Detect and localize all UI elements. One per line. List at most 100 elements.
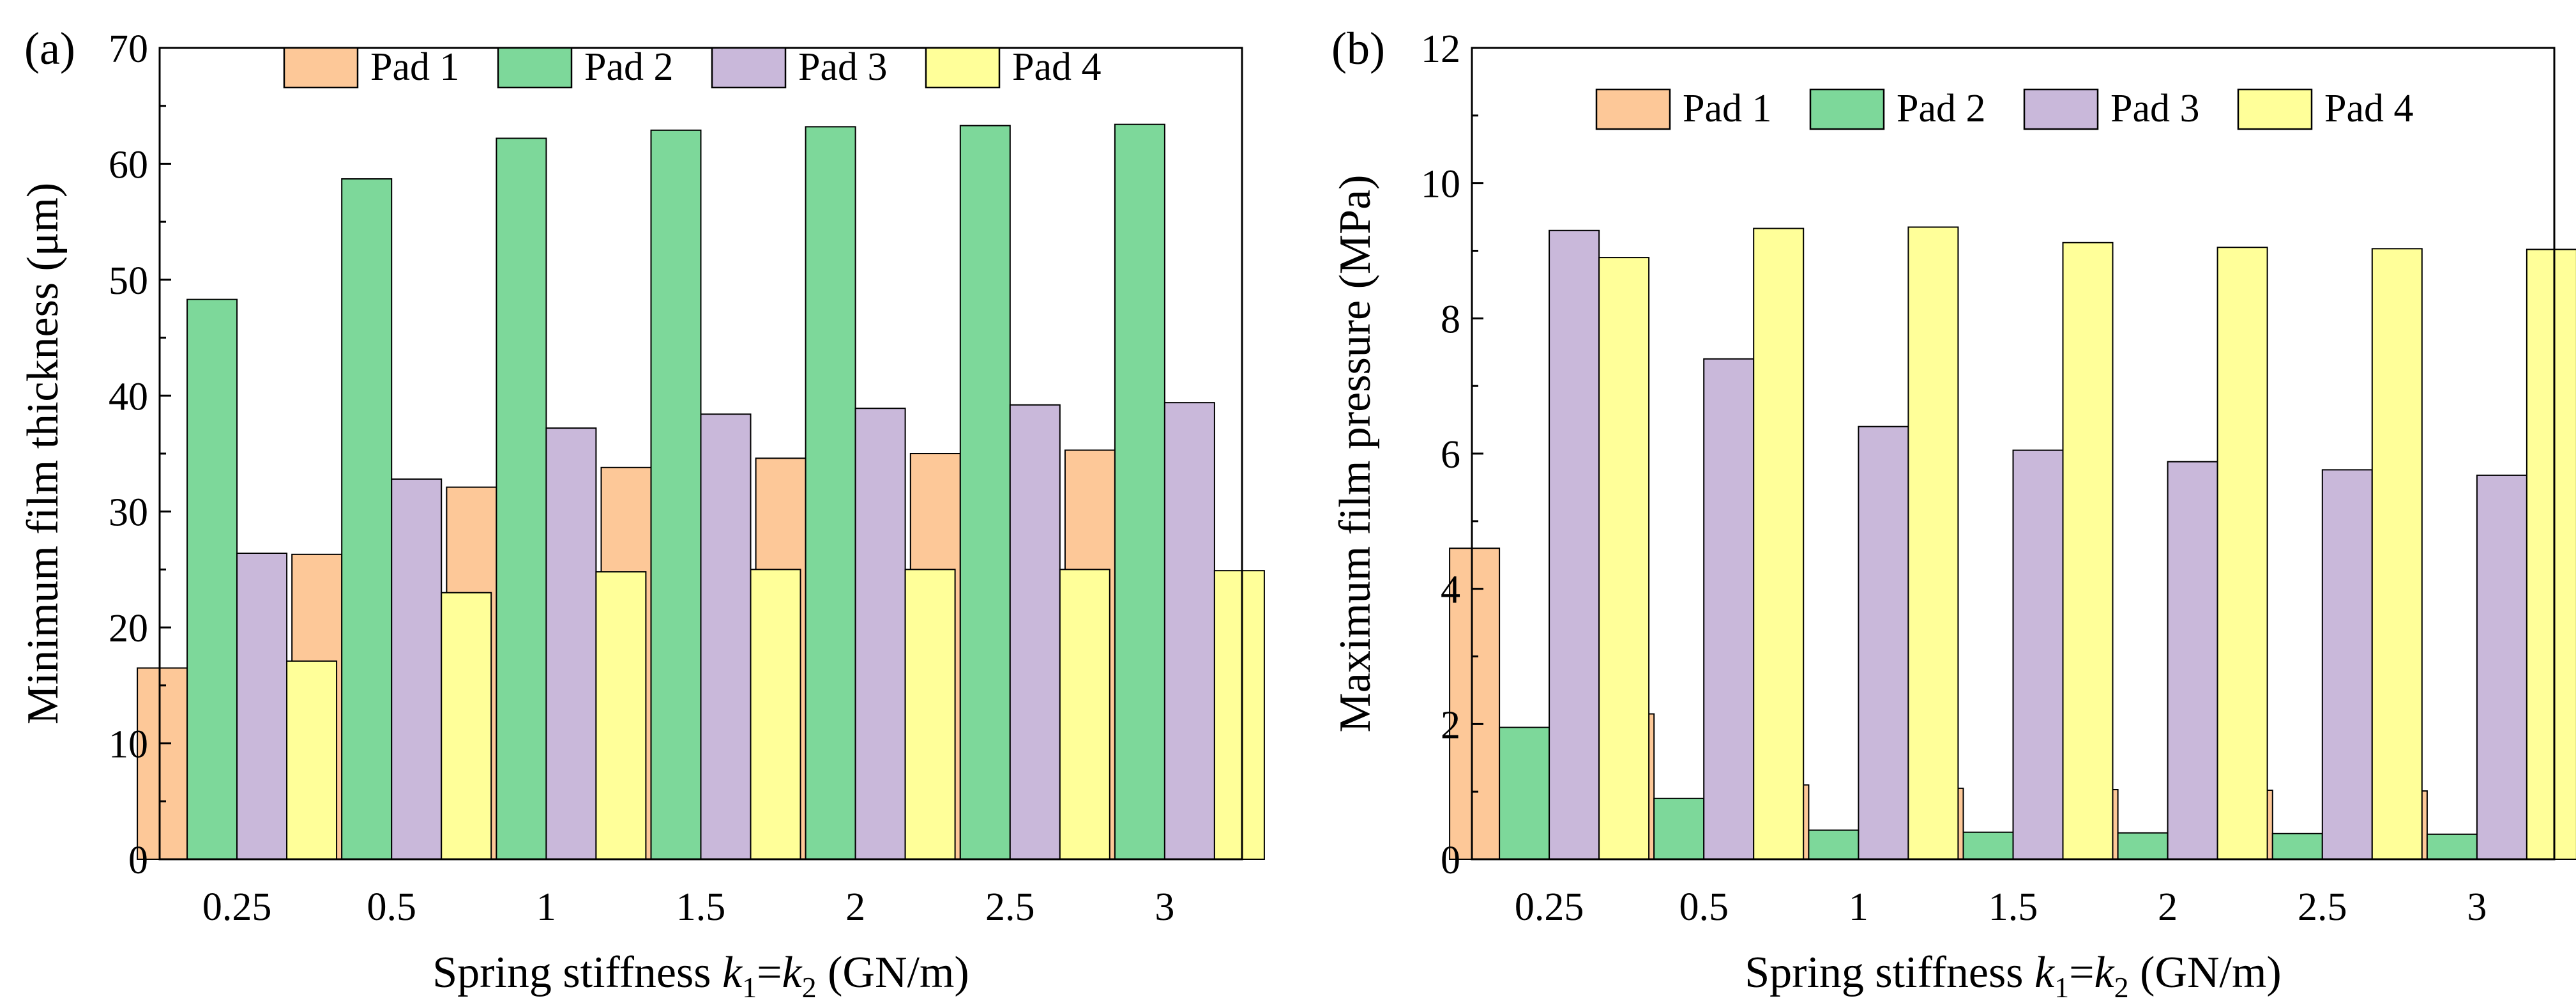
- legend-swatch: [1595, 88, 1671, 130]
- legend-label: Pad 1: [1683, 87, 1772, 130]
- y-tick-label: 0: [1441, 839, 1460, 882]
- legend-swatch: [2023, 88, 2099, 130]
- bar-pad2-1: [496, 137, 547, 860]
- legend-label: Pad 1: [370, 45, 460, 89]
- bars: [1449, 226, 2576, 861]
- x-axis-label: Spring stiffness k1=k2 (GN/m): [1745, 948, 2282, 1003]
- bar-pad3-2.5: [1009, 404, 1061, 860]
- y-tick-label: 4: [1441, 569, 1460, 612]
- bar-pad4-1: [595, 571, 647, 860]
- bar-pad4-2: [2216, 247, 2268, 860]
- y-tick-label: 10: [109, 723, 148, 767]
- y-axis-label: Minimum film thickness (μm): [19, 183, 68, 724]
- bar-pad2-0.25: [186, 298, 238, 860]
- bar-pad1-0.25: [1449, 547, 1501, 860]
- bar-pad3-2: [2167, 461, 2218, 860]
- legend-swatch: [2237, 88, 2313, 130]
- y-tick-label: 2: [1441, 703, 1460, 747]
- bar-pad4-0.25: [286, 660, 338, 861]
- y-tick-label: 70: [109, 27, 148, 71]
- bar-pad3-1: [545, 427, 597, 860]
- x-label-suffix: (GN/m): [2129, 948, 2282, 997]
- x-tick-label: 3: [1155, 885, 1174, 929]
- x-tick-label: 1: [1849, 885, 1868, 929]
- x-axis: 0.25 0.5 1 1.5 2 2.5 3: [202, 885, 1175, 929]
- x-tick-label: 1.5: [676, 885, 726, 929]
- legend-label: Pad 4: [1012, 45, 1102, 89]
- y-tick-label: 20: [109, 607, 148, 650]
- bar-pad2-2.5: [959, 125, 1011, 861]
- bar-pad4-0.25: [1598, 257, 1650, 861]
- legend-swatch: [1809, 88, 1885, 130]
- bars: [137, 123, 1265, 861]
- bar-pad2-1.5: [650, 129, 702, 860]
- bar-pad2-3: [2426, 833, 2478, 861]
- y-tick-label: 12: [1421, 27, 1460, 71]
- bar-pad2-1: [1808, 829, 1860, 860]
- bar-pad4-2.5: [2371, 248, 2423, 860]
- panel-label: (a): [24, 23, 75, 74]
- legend-swatch: [497, 47, 573, 89]
- bar-pad3-1.5: [2012, 449, 2064, 860]
- x-tick-label: 2: [845, 885, 865, 929]
- x-label-equals: =: [2069, 948, 2094, 997]
- x-label-subscript: 2: [2114, 971, 2129, 1003]
- panel-label: (b): [1331, 23, 1385, 74]
- x-label-var: k: [2034, 948, 2056, 997]
- x-tick-label: 0.25: [1515, 885, 1584, 929]
- legend: Pad 1 Pad 2 Pad 3 Pad 4: [1595, 87, 2414, 130]
- y-tick-label: 60: [109, 143, 148, 187]
- bar-pad2-0.25: [1499, 726, 1550, 860]
- x-tick-label: 0.25: [202, 885, 272, 929]
- x-tick-label: 0.5: [1679, 885, 1729, 929]
- bar-pad3-0.25: [1549, 229, 1600, 861]
- x-tick-label: 1: [536, 885, 556, 929]
- legend-swatch: [283, 47, 359, 89]
- y-tick-label: 30: [109, 491, 148, 535]
- bar-pad2-2: [805, 126, 856, 860]
- x-tick-label: 1.5: [1989, 885, 2038, 929]
- legend-swatch: [711, 47, 787, 89]
- bar-pad4-2.5: [1059, 569, 1110, 861]
- x-label-subscript: 2: [802, 971, 817, 1003]
- x-tick-label: 2.5: [985, 885, 1035, 929]
- bar-pad4-1.5: [750, 569, 801, 861]
- legend-label: Pad 4: [2324, 87, 2414, 130]
- bar-pad1-0.25: [137, 667, 188, 860]
- y-axis: 0 10 20 30 40 50 60 70: [109, 27, 171, 882]
- x-label-var: k: [782, 948, 803, 997]
- x-axis-label: Spring stiffness k1=k2 (GN/m): [432, 948, 969, 1003]
- x-label-var: k: [722, 948, 743, 997]
- y-tick-label: 6: [1441, 433, 1460, 477]
- x-label-subscript: 1: [742, 971, 757, 1003]
- x-label-prefix: Spring stiffness: [1745, 948, 2034, 997]
- bar-pad2-3: [1114, 123, 1165, 861]
- legend: Pad 1 Pad 2 Pad 3 Pad 4: [283, 45, 1102, 89]
- bar-pad3-0.25: [236, 553, 288, 860]
- bar-pad2-0.5: [341, 178, 393, 860]
- bar-pad4-1: [1907, 226, 1959, 860]
- bar-pad3-3: [2476, 474, 2527, 860]
- x-label-subscript: 1: [2054, 971, 2069, 1003]
- y-tick-label: 0: [128, 839, 148, 882]
- bar-pad2-1.5: [1962, 831, 2014, 860]
- y-tick-label: 8: [1441, 298, 1460, 341]
- bar-pad3-0.5: [391, 478, 443, 860]
- bar-pad4-0.5: [441, 592, 492, 860]
- y-axis: 0 2 4 6 8 10 12: [1421, 27, 1483, 882]
- x-label-suffix: (GN/m): [817, 948, 969, 997]
- legend-label: Pad 2: [584, 45, 674, 89]
- bar-pad2-0.5: [1653, 797, 1705, 861]
- legend-swatch: [925, 47, 1001, 89]
- bar-pad4-3: [2526, 249, 2576, 860]
- y-tick-label: 50: [109, 259, 148, 303]
- x-tick-label: 3: [2467, 885, 2487, 929]
- x-label-prefix: Spring stiffness: [432, 948, 722, 997]
- bar-pad4-3: [1213, 570, 1265, 860]
- bar-pad3-2: [854, 408, 906, 860]
- bar-pad3-1.5: [700, 413, 752, 860]
- x-axis: 0.25 0.5 1 1.5 2 2.5 3: [1515, 885, 2487, 929]
- x-tick-label: 0.5: [367, 885, 416, 929]
